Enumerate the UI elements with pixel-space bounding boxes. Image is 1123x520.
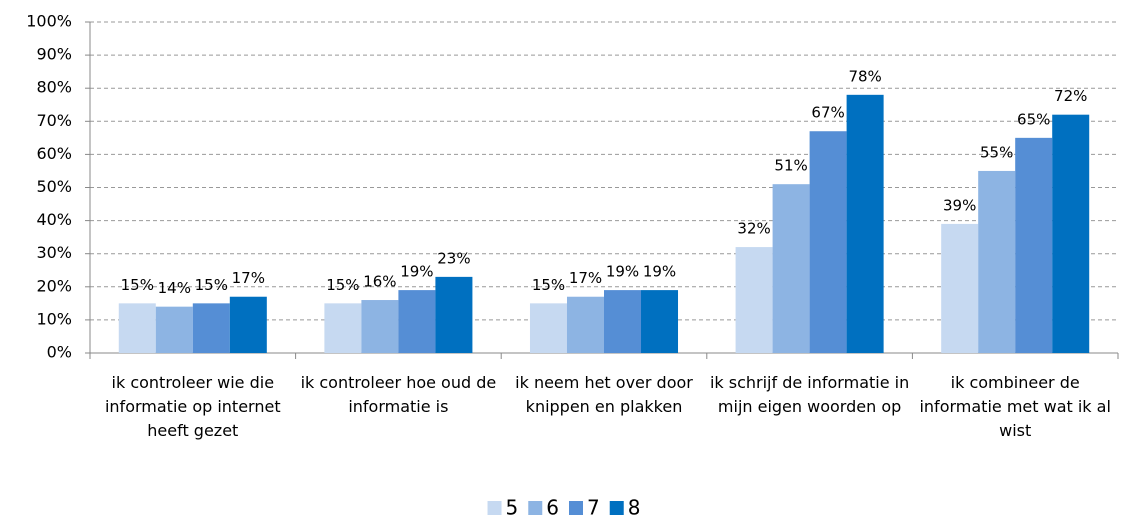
- bar: [155, 306, 193, 353]
- bar: [118, 303, 156, 353]
- data-label: 67%: [811, 104, 844, 122]
- y-tick-label: 100%: [26, 12, 72, 31]
- data-label: 19%: [643, 263, 676, 281]
- legend-swatch: [609, 501, 624, 515]
- data-label: 15%: [195, 276, 228, 294]
- data-label: 32%: [737, 220, 770, 238]
- bar: [529, 303, 567, 353]
- bar: [772, 184, 810, 353]
- legend-label: 6: [546, 496, 559, 520]
- x-tick-label: ik schrijf de informatie in mijn eigen wo…: [710, 373, 909, 416]
- y-tick-label: 20%: [36, 276, 72, 295]
- bar: [361, 300, 399, 353]
- data-label: 39%: [943, 196, 976, 214]
- data-label: 19%: [400, 263, 433, 281]
- legend-swatch: [487, 501, 502, 515]
- data-label: 15%: [532, 276, 565, 294]
- legend-swatch: [569, 501, 583, 515]
- data-label: 65%: [1017, 110, 1050, 128]
- data-label: 15%: [121, 276, 154, 294]
- bar: [324, 303, 362, 353]
- y-tick-label: 50%: [36, 177, 72, 196]
- bar: [978, 170, 1016, 353]
- y-tick-label: 90%: [36, 45, 72, 64]
- y-tick-label: 40%: [36, 210, 72, 229]
- data-label: 78%: [848, 67, 881, 85]
- bar: [192, 303, 230, 353]
- bar: [641, 290, 679, 353]
- x-tick-label: ik combineer de informatie met wat ik al w…: [919, 373, 1110, 440]
- bar: [809, 131, 847, 353]
- bar: [229, 296, 267, 353]
- bar: [398, 290, 436, 353]
- x-tick-label: ik controleer hoe oud de informatie is: [301, 373, 497, 416]
- legend-label: 7: [587, 496, 600, 520]
- legend-label: 8: [628, 496, 641, 520]
- bar: [846, 94, 884, 353]
- data-label: 23%: [437, 249, 470, 267]
- data-label: 55%: [980, 143, 1013, 161]
- bar: [1052, 114, 1090, 354]
- data-label: 17%: [232, 269, 265, 287]
- bar: [1015, 137, 1053, 353]
- data-label: 16%: [363, 273, 396, 291]
- data-label: 72%: [1054, 87, 1087, 105]
- data-label: 15%: [326, 276, 359, 294]
- data-label: 19%: [606, 263, 639, 281]
- data-label: 51%: [774, 157, 807, 175]
- legend: 5 6 7 8: [487, 496, 641, 520]
- y-tick-label: 60%: [36, 144, 72, 163]
- data-label: 14%: [158, 279, 191, 297]
- legend-swatch: [528, 501, 543, 515]
- x-tick-label: ik neem het over door knippen en plakken: [515, 373, 693, 416]
- bar: [941, 223, 979, 353]
- bar: [735, 247, 773, 353]
- legend-label: 5: [506, 496, 519, 520]
- bar: [435, 276, 473, 353]
- y-tick-label: 30%: [36, 243, 72, 262]
- y-tick-label: 70%: [36, 111, 72, 130]
- bar: [604, 290, 642, 353]
- y-tick-label: 10%: [36, 309, 72, 328]
- data-label: 17%: [569, 269, 602, 287]
- x-tick-label: ik controleer wie die informatie op inter…: [105, 373, 281, 440]
- y-tick-label: 0%: [47, 343, 72, 362]
- bar: [566, 296, 604, 353]
- y-tick-label: 80%: [36, 78, 72, 97]
